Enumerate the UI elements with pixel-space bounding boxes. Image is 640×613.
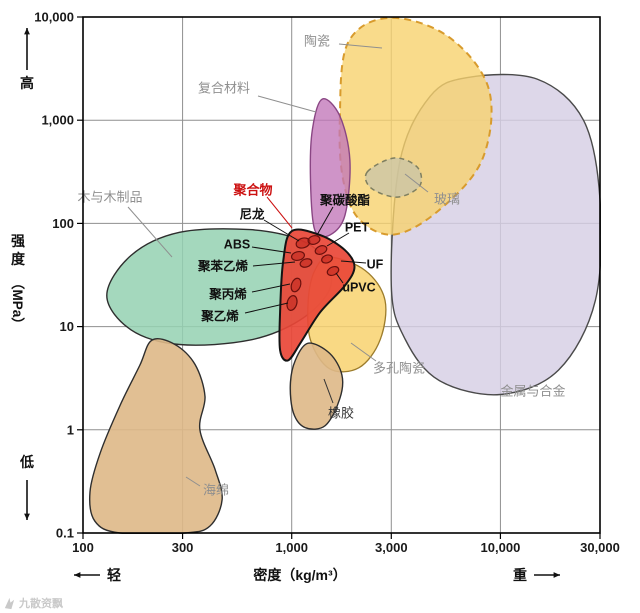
- material-label: 尼龙: [239, 207, 265, 222]
- material-label: uPVC: [342, 281, 375, 295]
- y-down-arrow-head: [24, 513, 30, 520]
- label-polymers: 聚合物: [232, 183, 272, 198]
- x-direction-heavy: 重: [513, 567, 527, 583]
- region-polymers-sub-ellipse: [314, 245, 328, 255]
- region-polymers-sub-ellipse: [307, 235, 321, 245]
- leader-line: [335, 272, 344, 284]
- y-tick-label: 1,000: [41, 113, 74, 128]
- x-left-arrow-head: [74, 572, 81, 578]
- region-polymers-sub-ellipse: [290, 277, 302, 293]
- x-tick-label: 3,000: [375, 540, 408, 555]
- leader-line: [340, 260, 367, 264]
- region-polymers-sub-ellipse: [299, 258, 313, 268]
- y-tick-label: 10: [60, 319, 74, 334]
- y-direction-low: 低: [19, 454, 34, 470]
- region-polymers-sub-ellipse: [290, 250, 306, 262]
- material-regions: [88, 16, 601, 534]
- label-metals: 金属与合金: [500, 384, 565, 399]
- region-glass: [364, 157, 423, 198]
- leader-line: [263, 219, 300, 242]
- region-polymers: [278, 228, 356, 362]
- y-direction-high: 高: [20, 75, 34, 91]
- material-label: 聚苯乙烯: [197, 259, 249, 274]
- x-tick-label: 10,000: [481, 540, 521, 555]
- leader-line: [127, 206, 173, 258]
- label-porous-ceramics: 多孔陶瓷: [373, 361, 425, 376]
- leader-line: [251, 246, 292, 254]
- leader-line: [404, 173, 429, 193]
- material-label: ABS: [224, 238, 250, 252]
- y-tick-label: 10,000: [34, 10, 74, 25]
- label-glass: 玻璃: [434, 192, 460, 207]
- label-wood: 木与木制品: [77, 190, 142, 205]
- leader-line: [323, 378, 334, 404]
- watermark: 九散资飘: [3, 595, 63, 611]
- region-polymers-sub-ellipse: [286, 295, 298, 311]
- y-tick-label: 1: [67, 422, 74, 437]
- region-polymers-sub-ellipse: [321, 254, 333, 264]
- region-composites: [309, 98, 351, 238]
- leader-line: [244, 302, 289, 314]
- watermark-logo-icon: [4, 597, 15, 609]
- y-axis-title-char: 度: [11, 251, 26, 267]
- leader-line: [266, 196, 293, 229]
- leader-line: [252, 261, 296, 267]
- leader-line: [185, 476, 201, 487]
- region-sponge: [88, 338, 223, 534]
- axes: 100 300 1,000 3,000 10,000 30,000 0.1 1 10 100 1,0…: [10, 10, 620, 584]
- leader-line: [251, 283, 291, 293]
- x-right-arrow-head: [553, 572, 560, 578]
- leader-line: [316, 206, 334, 236]
- y-tick-label: 0.1: [56, 526, 74, 541]
- material-label: 聚碳酸酯: [319, 193, 371, 208]
- watermark-text: 九散资飘: [19, 598, 63, 610]
- x-direction-light: 轻: [107, 567, 121, 583]
- label-composites: 复合材料: [198, 81, 250, 96]
- y-up-arrow-head: [24, 28, 30, 35]
- y-axis-title-unit: （MPa）: [10, 276, 25, 331]
- label-ceramics: 陶瓷: [304, 34, 330, 49]
- x-tick-label: 300: [172, 540, 194, 555]
- x-axis-title: 密度（kg/m³）: [252, 567, 346, 583]
- material-label: PET: [345, 221, 370, 235]
- label-sponge: 海绵: [203, 483, 229, 498]
- plot-border: [82, 16, 601, 534]
- y-axis-title-char: 强: [11, 233, 25, 249]
- label-rubber: 橡胶: [328, 406, 354, 421]
- leader-line: [257, 95, 317, 113]
- region-rubber: [289, 342, 344, 430]
- material-label: UF: [367, 258, 384, 272]
- x-tick-label: 1,000: [275, 540, 308, 555]
- leader-line: [326, 232, 350, 247]
- y-tick-label: 100: [52, 216, 74, 231]
- leader-line: [338, 43, 383, 49]
- x-tick-label: 30,000: [580, 540, 620, 555]
- leader-line: [350, 342, 377, 362]
- material-label: 聚乙烯: [200, 309, 239, 324]
- material-label: 聚丙烯: [208, 287, 247, 302]
- x-tick-label: 100: [72, 540, 94, 555]
